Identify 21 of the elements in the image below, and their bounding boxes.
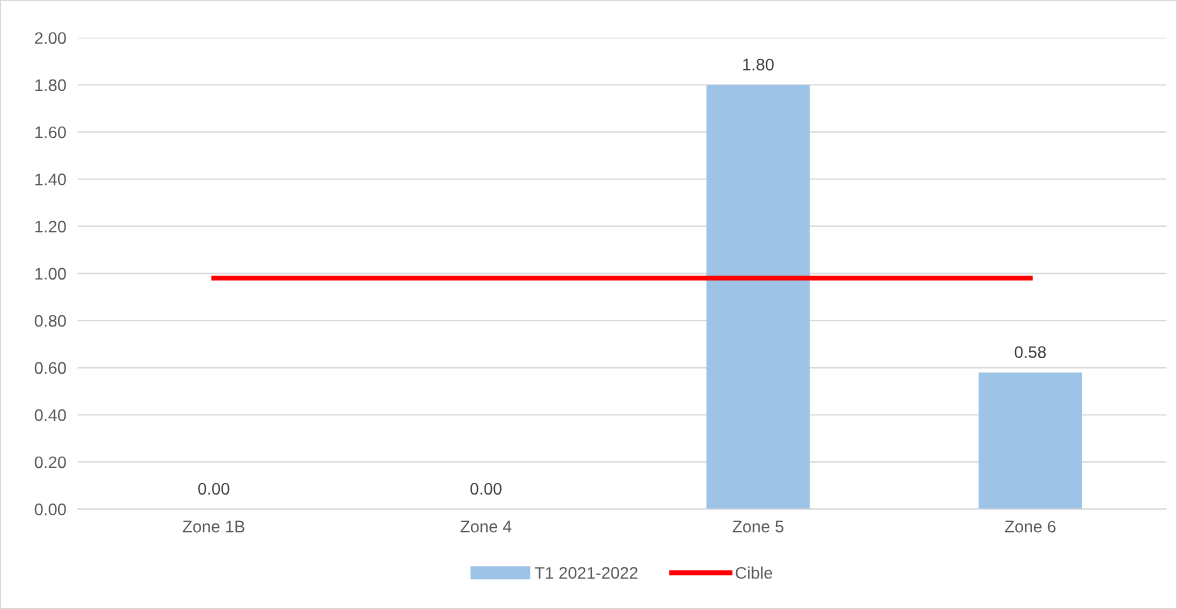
y-tick-label: 1.40 [35,173,66,186]
y-tick-label: 0.60 [34,362,66,374]
legend-label: T1 2021-2022 [534,566,638,579]
data-label: 0.00 [470,482,502,495]
y-tick-label: 1.80 [35,79,66,92]
y-tick-label: 1.00 [35,267,66,280]
y-tick-label: 1.20 [35,220,66,233]
y-tick-label: 0.80 [34,314,66,327]
data-label: 0.00 [198,482,230,495]
y-tick-label: 2.00 [34,32,66,44]
data-label: 0.58 [1014,346,1046,359]
y-tick-label: 0.00 [34,503,66,516]
x-tick-label: Zone 1B [182,520,245,533]
data-label: 1.80 [743,58,774,71]
x-tick-label: Zone 6 [1004,520,1056,533]
x-tick-label: Zone 5 [732,520,784,533]
y-tick-label: 1.60 [35,126,66,139]
x-tick-label: Zone 4 [460,520,512,533]
y-tick-label: 0.40 [34,409,66,422]
legend-label: Cible [735,566,773,579]
y-tick-label: 0.20 [34,456,66,469]
